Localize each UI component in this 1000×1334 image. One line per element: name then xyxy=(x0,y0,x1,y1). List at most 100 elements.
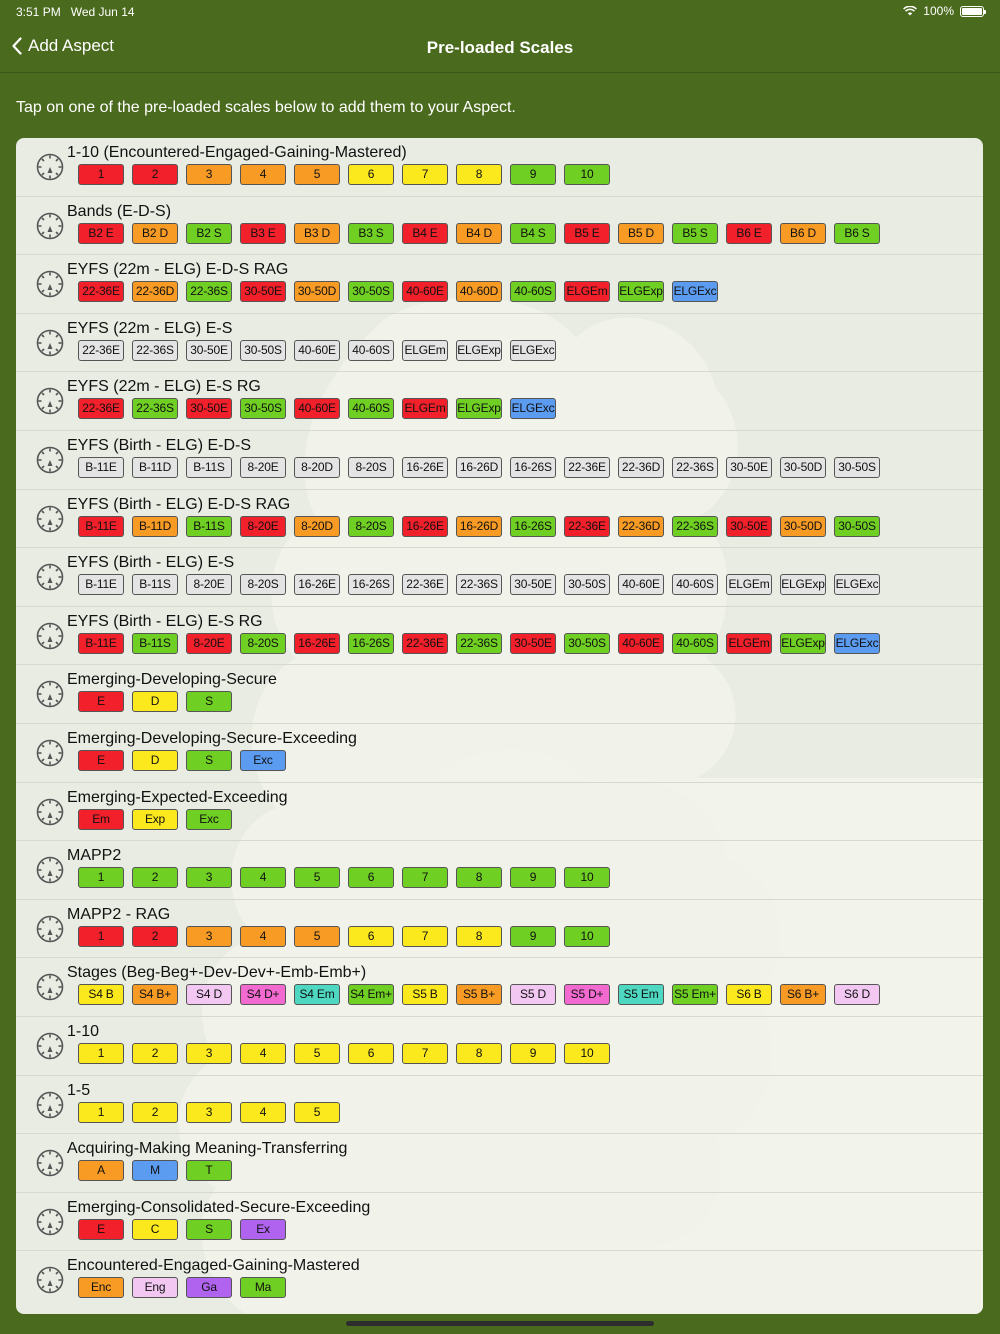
grade-chip: 8-20E xyxy=(186,574,232,596)
grade-chip: 22-36S xyxy=(672,515,718,537)
chevron-left-icon xyxy=(12,37,22,55)
gauge-icon xyxy=(36,1208,64,1236)
grade-chip: B-11D xyxy=(132,456,178,478)
scale-row[interactable]: 1-5 1 2 3 4 5 xyxy=(16,1076,983,1135)
grade-chips: 22-36E 22-36S 30-50E 30-50S 40-60E 40-60S ELGE… xyxy=(78,398,556,420)
grade-chip: 3 xyxy=(186,867,232,889)
gauge-icon xyxy=(36,798,64,826)
grade-chip: 6 xyxy=(348,164,394,185)
scale-title: Emerging-Developing-Secure xyxy=(67,671,277,689)
grade-chip: 10 xyxy=(564,164,610,185)
grade-chip: S4 Em+ xyxy=(348,984,394,1006)
scale-title: Bands (E-D-S) xyxy=(67,202,172,220)
scale-title: 1-10 xyxy=(67,1022,100,1040)
scale-row[interactable]: Encountered-Engaged-Gaining-Mastered Enc E… xyxy=(16,1251,983,1310)
grade-chip: S6 D xyxy=(834,984,880,1006)
scale-row[interactable]: EYFS (22m - ELG) E-S 22-36E 22-36S 30-50E 30… xyxy=(16,314,983,373)
grade-chip: Exc xyxy=(240,749,286,771)
grade-chip: 8-20S xyxy=(348,456,394,478)
grade-chips: 22-36E 22-36S 30-50E 30-50S 40-60E 40-60S ELGE… xyxy=(78,339,556,361)
scale-title: Encountered-Engaged-Gaining-Mastered xyxy=(67,1257,360,1275)
scale-row[interactable]: EYFS (Birth - ELG) E-D-S RAG B-11E B-11D B-… xyxy=(16,490,983,549)
grade-chip: S5 B+ xyxy=(456,984,502,1006)
scale-row[interactable]: 1-10 1 2 3 4 5 6 7 8 9 10 xyxy=(16,1017,983,1076)
grade-chip: 5 xyxy=(294,925,340,947)
grade-chip: 22-36S xyxy=(456,574,502,596)
grade-chip: 5 xyxy=(294,164,340,185)
scale-row[interactable]: Emerging-Expected-Exceeding Em Exp Exc xyxy=(16,783,983,842)
grade-chip: 40-60S xyxy=(510,281,556,303)
grade-chip: B4 S xyxy=(510,222,556,244)
scale-title: EYFS (22m - ELG) E-S RG xyxy=(67,378,261,396)
grade-chip: S xyxy=(186,691,232,713)
grade-chip: S6 B+ xyxy=(780,984,826,1006)
grade-chip: 6 xyxy=(348,867,394,889)
grade-chips: B-11E B-11D B-11S 8-20E 8-20D 8-20S 16-26E 16-2… xyxy=(78,456,880,478)
scale-row[interactable]: Emerging-Developing-Secure-Exceeding E D S E… xyxy=(16,724,983,783)
grade-chip: 3 xyxy=(186,925,232,947)
grade-chip: M xyxy=(132,1160,178,1182)
grade-chips: 1 2 3 4 5 6 7 8 9 10 xyxy=(78,1042,610,1064)
scale-row[interactable]: Emerging-Developing-Secure E D S xyxy=(16,665,983,724)
grade-chip: 16-26D xyxy=(456,515,502,537)
grade-chip: S5 Em xyxy=(618,984,664,1006)
grade-chip: 8-20S xyxy=(240,632,286,654)
gauge-icon xyxy=(36,680,64,708)
grade-chip: B-11E xyxy=(78,456,124,478)
grade-chip: 40-60S xyxy=(348,339,394,361)
instruction-text: Tap on one of the pre-loaded scales belo… xyxy=(16,99,516,116)
grade-chip: 22-36S xyxy=(132,339,178,361)
grade-chip: S xyxy=(186,1218,232,1240)
grade-chips: 1 2 3 4 5 6 7 8 9 10 xyxy=(78,164,610,185)
page-title: Pre-loaded Scales xyxy=(426,38,574,57)
grade-chip: 30-50E xyxy=(186,398,232,420)
grade-chip: B2 D xyxy=(132,222,178,244)
grade-chip: 40-60E xyxy=(294,339,340,361)
scale-title: Emerging-Developing-Secure-Exceeding xyxy=(67,729,357,747)
status-bar: 3:51 PM Wed Jun 14 100% xyxy=(0,0,1000,24)
scale-row[interactable]: 1-10 (Encountered-Engaged-Gaining-Master… xyxy=(16,138,983,197)
scale-row[interactable]: EYFS (Birth - ELG) E-D-S B-11E B-11D B-11S 8… xyxy=(16,431,983,490)
grade-chip: 7 xyxy=(402,925,448,947)
grade-chip: 8-20E xyxy=(186,632,232,654)
grade-chip: A xyxy=(78,1160,124,1182)
grade-chip: ELGEm xyxy=(402,339,448,361)
grade-chip: 3 xyxy=(186,1042,232,1064)
scale-row[interactable]: Acquiring-Making Meaning-Transferring A M T xyxy=(16,1134,983,1193)
scale-row[interactable]: EYFS (22m - ELG) E-D-S RAG 22-36E 22-36D 22… xyxy=(16,255,983,314)
grade-chip: B-11S xyxy=(132,574,178,596)
gauge-icon xyxy=(36,212,64,240)
grade-chip: Exp xyxy=(132,808,178,830)
grade-chips: 1 2 3 4 5 6 7 8 9 10 xyxy=(78,925,610,947)
grade-chip: 8-20D xyxy=(294,515,340,537)
grade-chip: 4 xyxy=(240,867,286,889)
scale-row[interactable]: EYFS (Birth - ELG) E-S B-11E B-11S 8-20E 8-2… xyxy=(16,548,983,607)
scale-row[interactable]: Bands (E-D-S) B2 E B2 D B2 S B3 E B3 D B3 S B4 … xyxy=(16,197,983,256)
back-button-label: Add Aspect xyxy=(28,36,115,55)
grade-chip: 30-50S xyxy=(240,398,286,420)
grade-chip: ELGExc xyxy=(510,339,556,361)
grade-chip: 4 xyxy=(240,164,286,185)
scale-row[interactable]: MAPP2 - RAG 1 2 3 4 5 6 7 8 9 10 xyxy=(16,900,983,959)
scale-title: EYFS (22m - ELG) E-D-S RAG xyxy=(67,261,289,279)
wifi-icon xyxy=(903,6,918,16)
status-time: 3:51 PM xyxy=(16,5,61,19)
grade-chip: 30-50D xyxy=(780,456,826,478)
grade-chip: Em xyxy=(78,808,124,830)
scale-row[interactable]: EYFS (Birth - ELG) E-S RG B-11E B-11S 8-20E… xyxy=(16,607,983,666)
gauge-icon xyxy=(36,329,64,357)
scale-row[interactable]: MAPP2 1 2 3 4 5 6 7 8 9 10 xyxy=(16,841,983,900)
scale-title: MAPP2 xyxy=(67,847,122,865)
grade-chips: S4 B S4 B+ S4 D S4 D+ S4 Em S4 Em+ S5 B S5 B+ S5… xyxy=(78,984,880,1006)
scale-row[interactable]: EYFS (22m - ELG) E-S RG 22-36E 22-36S 30-50… xyxy=(16,372,983,431)
grade-chip: 6 xyxy=(348,1042,394,1064)
grade-chip: B5 S xyxy=(672,222,718,244)
scale-row[interactable]: Emerging-Consolidated-Secure-Exceeding E C… xyxy=(16,1193,983,1252)
scale-title: EYFS (22m - ELG) E-S xyxy=(67,319,233,337)
grade-chip: B2 E xyxy=(78,222,124,244)
grade-chip: 16-26S xyxy=(510,456,556,478)
back-button[interactable]: Add Aspect xyxy=(12,36,114,56)
grade-chip: 22-36E xyxy=(78,398,124,420)
